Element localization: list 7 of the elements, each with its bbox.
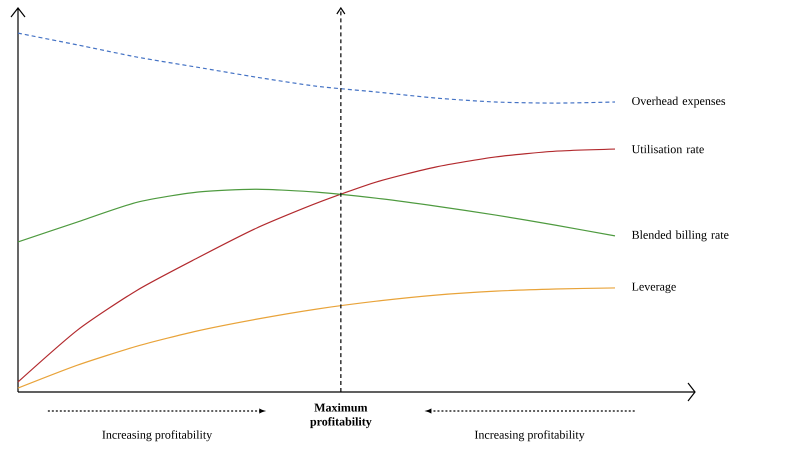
series-label: Leverage	[632, 282, 676, 294]
text: Increasing profitability	[102, 430, 212, 442]
text: Increasing profitability	[474, 430, 585, 442]
text: Maximum profitability	[310, 403, 372, 428]
series-label: Overhead expenses	[632, 96, 726, 108]
series-label: Utilisation rate	[632, 144, 704, 154]
series-label: Blended billing rate	[632, 230, 729, 242]
